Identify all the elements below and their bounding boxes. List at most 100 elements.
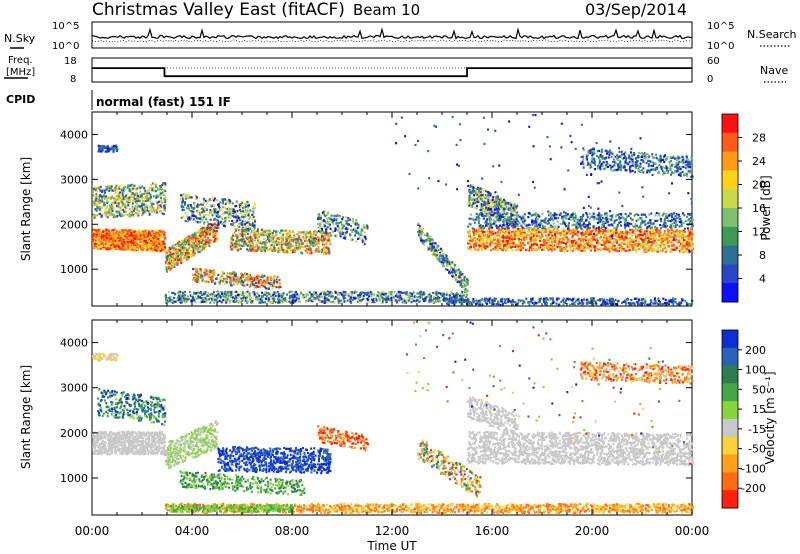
echo-cell bbox=[112, 149, 115, 153]
echo-cell bbox=[247, 278, 250, 281]
noise-panel bbox=[91, 21, 693, 49]
echo-cell bbox=[258, 235, 261, 238]
echo-cell bbox=[273, 283, 276, 286]
echo-cell bbox=[364, 235, 367, 238]
echo-cell bbox=[305, 234, 308, 237]
echo-cell bbox=[278, 282, 281, 285]
echo-cell bbox=[344, 297, 346, 300]
echo-cell bbox=[241, 201, 244, 204]
echo-cell bbox=[257, 279, 260, 282]
echo-cell bbox=[458, 296, 461, 299]
echo-cell bbox=[291, 290, 293, 293]
echo-cell bbox=[458, 276, 461, 279]
echo-cell bbox=[110, 244, 112, 247]
echo-cell bbox=[135, 196, 138, 199]
echo-cell bbox=[347, 298, 350, 301]
echo-cell bbox=[109, 211, 112, 214]
echo-cell bbox=[680, 230, 683, 233]
echo-cell bbox=[201, 218, 204, 221]
echo-cell bbox=[152, 246, 154, 249]
echo-cell bbox=[94, 244, 97, 247]
echo-cell bbox=[191, 233, 194, 236]
echo-cell bbox=[432, 299, 435, 302]
echo-cell bbox=[219, 291, 222, 294]
echo-cell bbox=[163, 188, 166, 191]
echo-cell bbox=[155, 196, 158, 199]
echo-cell bbox=[316, 249, 319, 252]
echo-cell bbox=[317, 226, 320, 229]
echo-cell bbox=[287, 236, 290, 239]
echo-cell bbox=[461, 285, 464, 288]
echo-cell bbox=[121, 248, 124, 251]
echo-cell bbox=[217, 293, 220, 296]
echo-cell bbox=[253, 233, 256, 236]
echo-cell bbox=[382, 291, 385, 294]
echo-cell bbox=[190, 293, 193, 297]
echo-cell bbox=[354, 297, 356, 300]
echo-cell bbox=[206, 226, 209, 229]
echo-cell bbox=[261, 246, 264, 249]
echo-cell bbox=[256, 228, 259, 231]
echo-cell bbox=[151, 244, 154, 247]
echo-cell bbox=[94, 239, 97, 242]
echo-cell bbox=[444, 268, 447, 271]
echo-cell bbox=[188, 237, 191, 240]
echo-cell bbox=[328, 232, 331, 235]
echo-cell bbox=[276, 230, 279, 233]
echo-cell bbox=[235, 290, 238, 293]
echo-cell bbox=[435, 247, 438, 250]
echo-cell bbox=[305, 242, 308, 246]
echo-cell bbox=[445, 265, 448, 268]
echo-cell bbox=[115, 145, 118, 148]
echo-cell bbox=[360, 295, 363, 298]
echo-cell bbox=[136, 231, 139, 234]
echo-cell bbox=[454, 271, 457, 274]
echo-cell bbox=[101, 189, 104, 192]
echo-cell bbox=[585, 230, 588, 233]
echo-cell bbox=[125, 200, 128, 203]
echo-cell bbox=[436, 246, 439, 249]
echo-cell bbox=[139, 240, 142, 243]
echo-cell bbox=[273, 292, 276, 295]
echo-cell bbox=[251, 217, 254, 220]
echo-cell bbox=[457, 301, 460, 304]
echo-cell bbox=[380, 291, 383, 295]
echo-cell bbox=[236, 210, 239, 213]
echo-cell bbox=[258, 294, 261, 297]
echo-cell bbox=[177, 241, 180, 244]
echo-cell bbox=[242, 221, 245, 224]
echo-cell bbox=[428, 293, 431, 296]
echo-cell bbox=[205, 243, 208, 246]
echo-cell bbox=[171, 252, 174, 256]
echo-cell bbox=[141, 232, 144, 235]
echo-cell bbox=[98, 201, 101, 204]
echo-cell bbox=[304, 300, 307, 304]
echo-cell bbox=[103, 201, 106, 204]
echo-cell bbox=[292, 236, 295, 239]
echo-cell bbox=[186, 241, 188, 244]
echo-cell bbox=[239, 203, 242, 206]
echo-cell bbox=[252, 249, 255, 252]
echo-cell bbox=[183, 208, 185, 212]
echo-cell bbox=[243, 233, 246, 236]
echo-cell bbox=[108, 235, 111, 238]
echo-cell bbox=[203, 233, 206, 236]
echo-cell bbox=[307, 298, 310, 301]
echo-cell bbox=[531, 235, 534, 238]
echo-cell bbox=[141, 197, 144, 200]
echo-cell bbox=[113, 144, 116, 148]
echo-cell bbox=[310, 249, 313, 252]
echo-cell bbox=[162, 213, 165, 216]
echo-cell bbox=[370, 293, 373, 296]
echo-cell bbox=[285, 247, 288, 251]
echo-cell bbox=[271, 233, 274, 236]
echo-cell bbox=[179, 198, 182, 201]
echo-cell bbox=[436, 248, 439, 251]
echo-cell bbox=[276, 237, 279, 240]
echo-cell bbox=[97, 229, 100, 232]
echo-cell bbox=[217, 214, 220, 217]
echo-cell bbox=[150, 184, 153, 187]
echo-cell bbox=[311, 243, 314, 246]
echo-cell bbox=[270, 281, 273, 284]
echo-cell bbox=[221, 218, 224, 221]
